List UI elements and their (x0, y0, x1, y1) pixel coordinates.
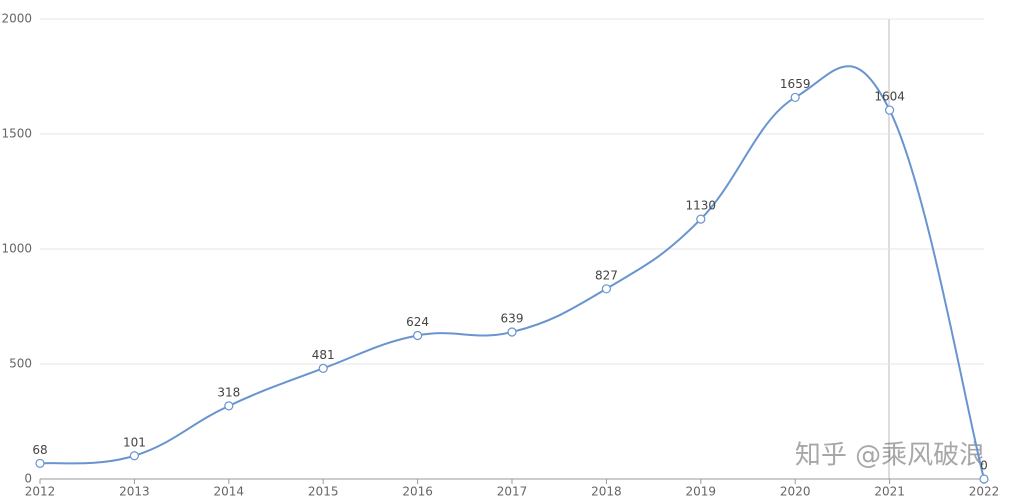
data-label: 1604 (874, 90, 905, 104)
data-label: 624 (406, 315, 429, 329)
x-tick-label: 2016 (402, 485, 433, 499)
point (224, 401, 234, 411)
point (884, 105, 895, 115)
y-tick-label: 1500 (1, 127, 32, 141)
x-tick-label: 2014 (214, 485, 245, 499)
data-label: 481 (312, 348, 335, 362)
y-tick-label: 2000 (1, 12, 32, 26)
point (35, 458, 45, 468)
point (507, 327, 517, 337)
point (979, 474, 989, 484)
line (39, 65, 985, 480)
y-tick-label: 1000 (1, 242, 32, 256)
x-tick-label: 2015 (308, 485, 339, 499)
y-tick-label: 0 (24, 472, 32, 486)
x-tick-label: 2018 (591, 485, 622, 499)
data-label: 827 (595, 268, 618, 282)
y-tick-label: 500 (9, 357, 32, 371)
point (318, 363, 328, 373)
data-label: 318 (217, 385, 240, 399)
point (790, 92, 800, 103)
x-tick-label: 2012 (25, 485, 56, 499)
point (413, 330, 423, 341)
x-tick-label: 2017 (497, 485, 528, 499)
data-label: 1659 (780, 77, 811, 91)
data-label: 68 (32, 443, 47, 457)
point (696, 214, 706, 224)
data-label: 101 (123, 435, 146, 449)
x-tick-label: 2021 (874, 485, 905, 499)
x-tick-label: 2019 (686, 485, 717, 499)
data-label: 1130 (686, 199, 717, 213)
x-tick-label: 2013 (119, 485, 150, 499)
point (129, 451, 139, 461)
x-tick-label: 2020 (780, 485, 811, 499)
data-label: 0 (980, 459, 988, 473)
watermark: 知乎 @乘风破浪 (795, 441, 985, 471)
data-label: 639 (501, 312, 524, 326)
x-tick-label: 2022 (969, 485, 1000, 499)
point (601, 284, 612, 294)
